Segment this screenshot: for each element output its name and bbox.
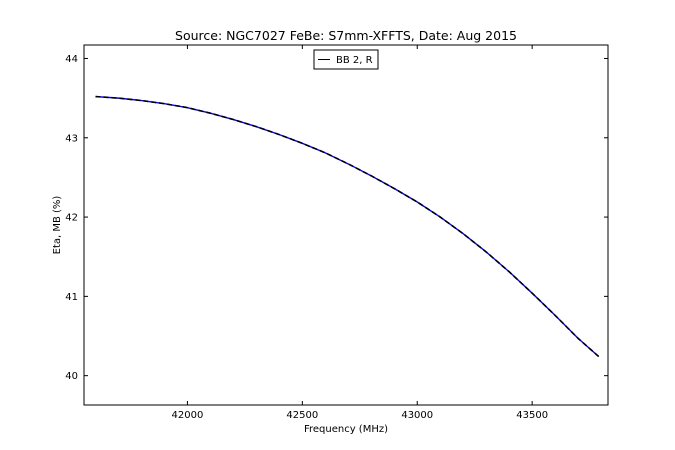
legend: BB 2, R [313,49,379,70]
fit-line-dashed [95,95,600,358]
x-tick-label: 43500 [516,410,548,421]
y-tick-label: 40 [65,371,78,382]
legend-label: BB 2, R [336,55,373,66]
y-tick-label: 41 [65,292,78,303]
y-tick-label: 42 [65,213,78,224]
y-tick-label: 43 [65,133,78,144]
y-tick-label: 44 [65,54,78,65]
legend-box [313,49,379,70]
x-axis-title: Frequency (MHz) [304,424,388,435]
axis-tick-labels: 42000 42500 43000 43500 40 41 42 43 44 [65,54,548,421]
x-tick-label: 42500 [286,410,318,421]
axis-ticks [84,45,608,405]
series-layer [95,95,600,358]
plot-frame [83,44,609,406]
x-tick-label: 42000 [172,410,204,421]
chart-title: Source: NGC7027 FeBe: S7mm-XFFTS, Date: … [175,28,517,43]
x-tick-label: 43000 [401,410,433,421]
y-axis-title: Eta, MB (%) [52,196,63,255]
